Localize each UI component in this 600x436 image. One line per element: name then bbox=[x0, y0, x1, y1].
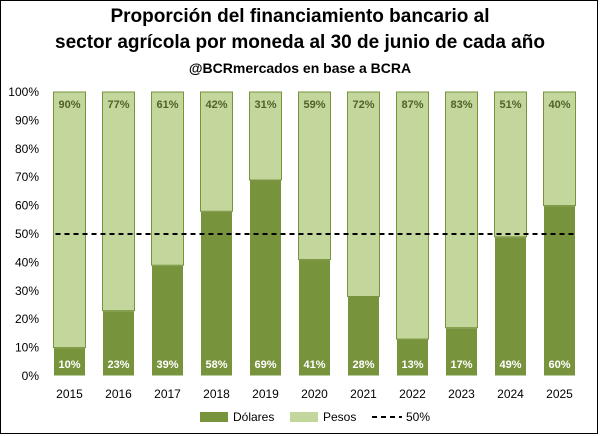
bar-pesos bbox=[396, 91, 429, 340]
data-label-dolares: 60% bbox=[548, 359, 570, 371]
data-label-pesos: 90% bbox=[58, 99, 80, 111]
bar-dolares bbox=[396, 338, 429, 377]
x-tick-label: 2023 bbox=[448, 387, 475, 401]
y-tick-label: 40% bbox=[15, 255, 39, 269]
x-tick-label: 2018 bbox=[203, 387, 230, 401]
x-tick-label: 2022 bbox=[399, 387, 426, 401]
y-tick-label: 70% bbox=[15, 170, 39, 184]
x-axis: 2015 2016 2017 2018 2019 2020 2021 2022 2023 2024… bbox=[56, 387, 573, 401]
x-tick-label: 2019 bbox=[252, 387, 279, 401]
data-label-dolares: 13% bbox=[401, 359, 423, 371]
y-tick-label: 100% bbox=[8, 85, 39, 99]
data-label-pesos: 77% bbox=[107, 99, 129, 111]
data-label-pesos: 31% bbox=[254, 99, 276, 111]
data-label-pesos: 72% bbox=[352, 99, 374, 111]
bar-pesos bbox=[445, 91, 478, 329]
bars: 10% 90% 23% 77% 39% 61% 58% 42% 69% 31% 41% 59% 28% 7… bbox=[53, 91, 576, 377]
bar-dolares bbox=[53, 347, 86, 377]
y-tick-label: 0% bbox=[22, 369, 40, 383]
chart-title-line1: Proporción del financiamiento bancario a… bbox=[110, 6, 490, 27]
bar-pesos bbox=[249, 91, 282, 181]
bar-dolares bbox=[249, 179, 282, 377]
legend-swatch-pesos bbox=[290, 412, 318, 422]
bar-pesos bbox=[543, 91, 576, 207]
y-tick-label: 90% bbox=[15, 113, 39, 127]
data-label-dolares: 49% bbox=[499, 359, 521, 371]
bar-dolares bbox=[494, 236, 527, 377]
data-label-dolares: 41% bbox=[303, 359, 325, 371]
bar-pesos bbox=[494, 91, 527, 238]
x-tick-label: 2020 bbox=[301, 387, 328, 401]
bar-dolares bbox=[445, 327, 478, 377]
data-label-dolares: 17% bbox=[450, 359, 472, 371]
data-label-pesos: 51% bbox=[499, 99, 521, 111]
bar-dolares bbox=[347, 295, 380, 377]
y-tick-label: 60% bbox=[15, 199, 39, 213]
x-tick-label: 2015 bbox=[56, 387, 83, 401]
chart-title-line2: sector agrícola por moneda al 30 de juni… bbox=[55, 32, 545, 53]
bar-pesos bbox=[102, 91, 135, 312]
data-label-dolares: 39% bbox=[156, 359, 178, 371]
y-tick-label: 10% bbox=[15, 341, 39, 355]
y-tick-label: 30% bbox=[15, 284, 39, 298]
data-label-pesos: 87% bbox=[401, 99, 423, 111]
data-label-dolares: 28% bbox=[352, 359, 374, 371]
data-label-pesos: 40% bbox=[548, 99, 570, 111]
y-tick-label: 80% bbox=[15, 142, 39, 156]
bar-pesos bbox=[53, 91, 86, 349]
data-label-dolares: 10% bbox=[58, 359, 80, 371]
data-label-pesos: 61% bbox=[156, 99, 178, 111]
legend-label-dolares: Dólares bbox=[233, 410, 274, 424]
y-tick-label: 50% bbox=[15, 227, 39, 241]
bar-pesos bbox=[151, 91, 184, 266]
x-tick-label: 2025 bbox=[546, 387, 573, 401]
bar-dolares bbox=[151, 264, 184, 377]
data-label-pesos: 83% bbox=[450, 99, 472, 111]
data-label-pesos: 59% bbox=[303, 99, 325, 111]
data-label-pesos: 42% bbox=[205, 99, 227, 111]
legend-label-reference: 50% bbox=[406, 410, 430, 424]
y-axis: 0% 10% 20% 30% 40% 50% 60% 70% 80% 90% 100% bbox=[8, 85, 39, 383]
bar-dolares bbox=[543, 205, 576, 377]
bar-pesos bbox=[298, 91, 331, 261]
bar-pesos bbox=[200, 91, 233, 212]
x-tick-label: 2024 bbox=[497, 387, 524, 401]
bar-dolares bbox=[200, 210, 233, 377]
y-tick-label: 20% bbox=[15, 312, 39, 326]
bar-dolares bbox=[298, 259, 331, 377]
bar-pesos bbox=[347, 91, 380, 297]
legend: Dólares Pesos 50% bbox=[200, 410, 430, 424]
data-label-dolares: 58% bbox=[205, 359, 227, 371]
x-tick-label: 2021 bbox=[350, 387, 377, 401]
x-tick-label: 2017 bbox=[154, 387, 181, 401]
legend-swatch-dolares bbox=[200, 412, 228, 422]
x-tick-label: 2016 bbox=[105, 387, 132, 401]
data-label-dolares: 23% bbox=[107, 359, 129, 371]
bar-dolares bbox=[102, 310, 135, 377]
data-label-dolares: 69% bbox=[254, 359, 276, 371]
chart-subtitle: @BCRmercados en base a BCRA bbox=[188, 60, 412, 76]
legend-label-pesos: Pesos bbox=[323, 410, 356, 424]
